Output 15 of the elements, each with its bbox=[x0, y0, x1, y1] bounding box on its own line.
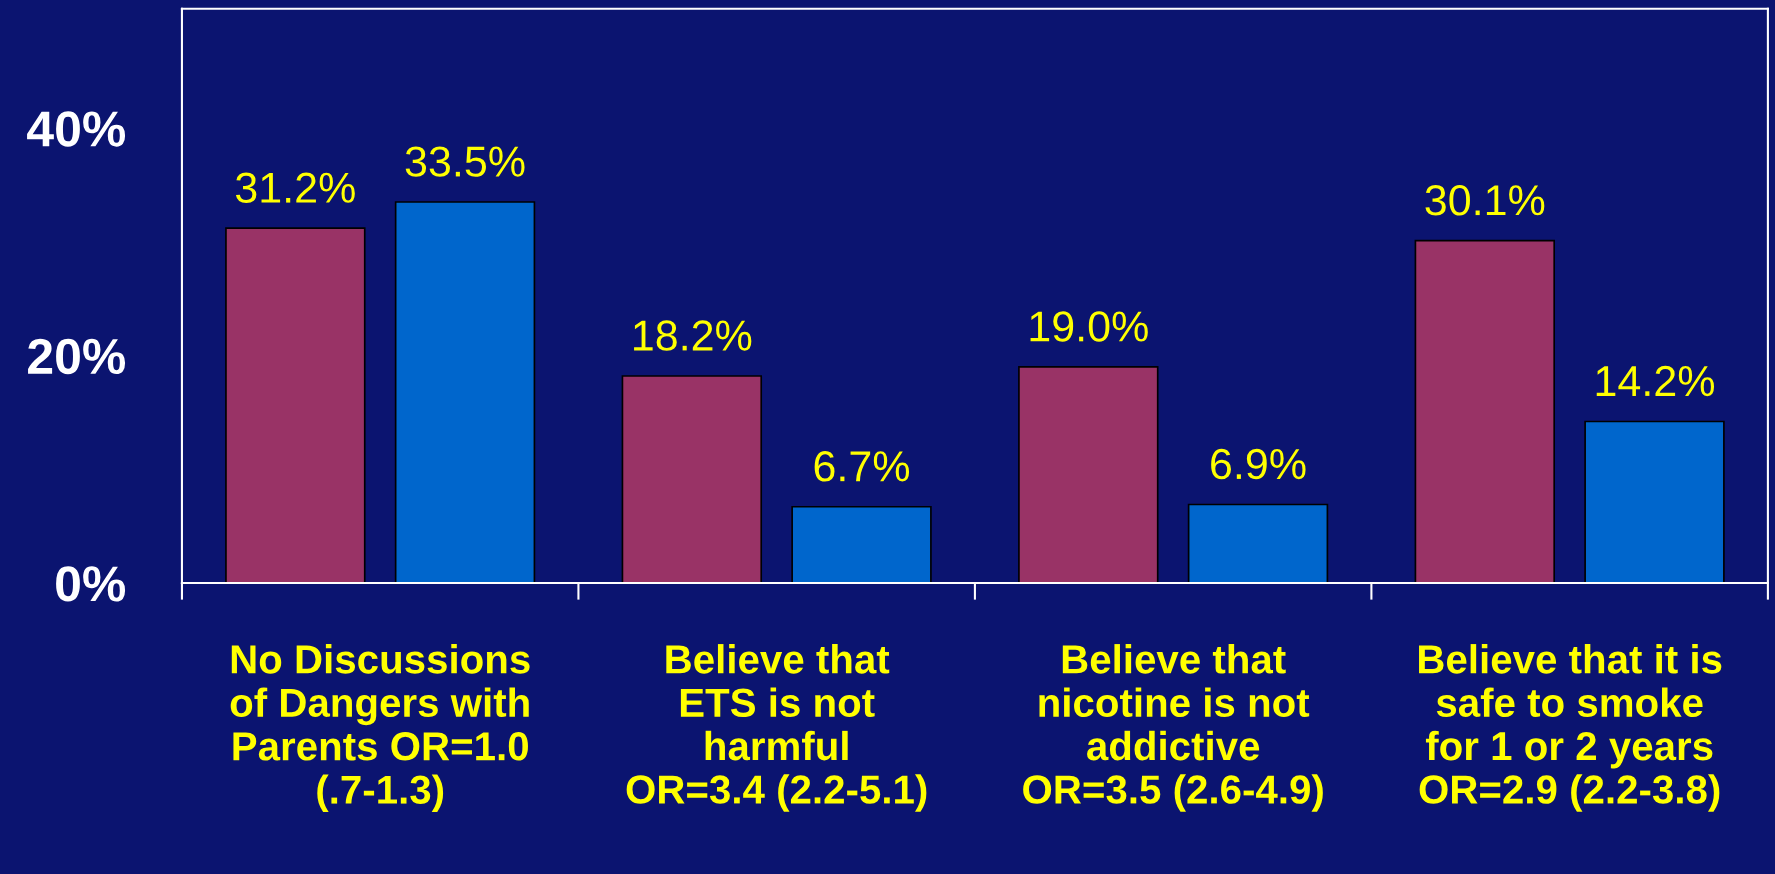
data-label: 6.7% bbox=[814, 451, 910, 482]
x-tick-label: Believe that ETS is not harmful OR=3.4 (2.2-5.1) bbox=[626, 644, 927, 812]
x-tick-label: No Discussions of Dangers with Parents OR=1.0 (.7-1.3) bbox=[230, 644, 530, 812]
data-label: 33.5% bbox=[405, 146, 525, 177]
data-label: 14.2% bbox=[1596, 365, 1715, 397]
data-label: 31.2% bbox=[235, 172, 355, 204]
x-tick-label: Believe that it is safe to smoke for 1 or 2 years OR=2.9 (2.2-3.8) bbox=[1419, 644, 1722, 812]
data-label: 19.0% bbox=[1030, 311, 1148, 342]
data-label: 30.1% bbox=[1425, 185, 1545, 216]
x-tick-label: Believe that nicotine is not addictive OR=3.5 (2.6-4.9) bbox=[1023, 644, 1323, 812]
y-tick-label: 0% bbox=[56, 566, 126, 602]
data-label: 18.2% bbox=[634, 320, 752, 351]
y-tick-label: 40% bbox=[27, 111, 126, 147]
data-label: 6.9% bbox=[1211, 448, 1306, 480]
y-tick-label: 20% bbox=[28, 338, 126, 375]
